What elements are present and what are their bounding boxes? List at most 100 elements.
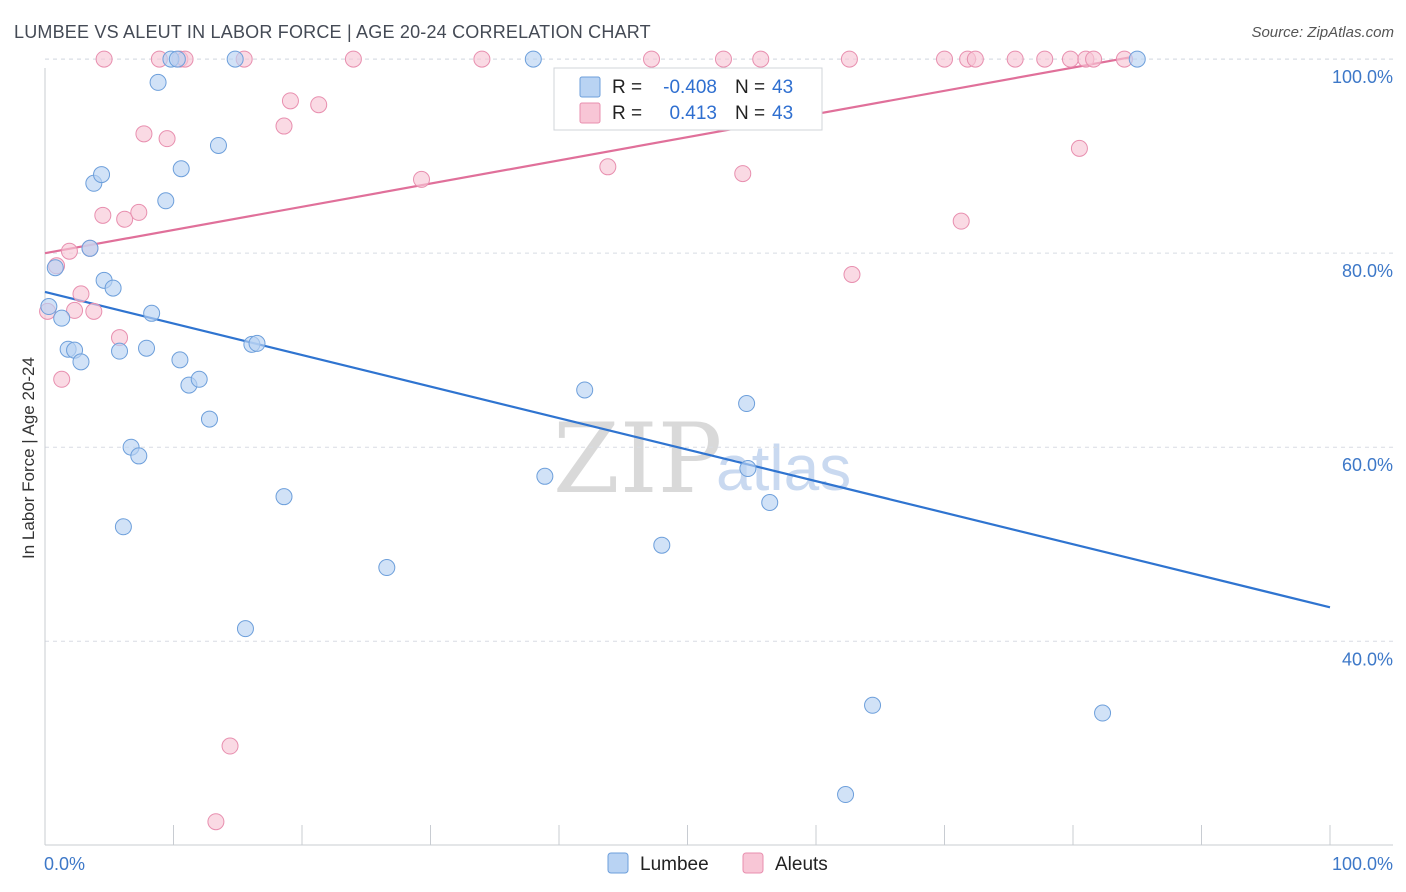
point-aleuts	[275, 117, 293, 135]
point-aleuts	[72, 285, 90, 303]
point-aleuts	[473, 50, 491, 68]
series-legend-label-aleuts: Aleuts	[775, 854, 828, 875]
point-lumbee	[200, 410, 218, 428]
point-lumbee	[104, 279, 122, 297]
point-aleuts	[221, 737, 239, 755]
series-legend-label-lumbee: Lumbee	[640, 854, 709, 875]
point-lumbee	[761, 494, 779, 512]
legend-n-value-aleuts: 43	[772, 103, 793, 124]
point-lumbee	[172, 160, 190, 178]
axes	[44, 68, 1393, 846]
point-lumbee	[1128, 50, 1146, 68]
y-tick-label: 80.0%	[1342, 261, 1393, 281]
x-tick-label-max: 100.0%	[1332, 854, 1393, 874]
point-lumbee	[275, 488, 293, 506]
point-aleuts	[966, 50, 984, 68]
point-lumbee	[114, 518, 132, 536]
y-tick-labels: 40.0% 60.0% 80.0% 100.0%	[1332, 67, 1393, 669]
point-aleuts	[1085, 50, 1103, 68]
point-aleuts	[53, 370, 71, 388]
watermark-atlas: atlas	[716, 432, 851, 504]
point-aleuts	[840, 50, 858, 68]
legend-swatch-lumbee	[579, 76, 601, 98]
watermark-zip: ZIP	[553, 403, 722, 515]
point-aleuts	[734, 165, 752, 183]
point-aleuts	[1070, 139, 1088, 157]
legend-r-value-aleuts: 0.413	[669, 103, 717, 124]
trend-lines	[44, 56, 1331, 609]
point-aleuts	[752, 50, 770, 68]
point-aleuts	[130, 203, 148, 221]
point-lumbee	[40, 298, 58, 316]
point-lumbee	[72, 353, 90, 371]
chart-title: LUMBEE VS ALEUT IN LABOR FORCE | AGE 20-…	[14, 22, 651, 42]
trend-line-lumbee	[44, 290, 1331, 609]
point-lumbee	[864, 696, 882, 714]
y-axis-title: In Labor Force | Age 20-24	[19, 357, 38, 559]
point-aleuts	[207, 813, 225, 831]
chart-source: Source: ZipAtlas.com	[1251, 24, 1394, 41]
point-lumbee	[143, 304, 161, 322]
point-aleuts	[714, 50, 732, 68]
point-aleuts	[94, 206, 112, 224]
point-aleuts	[1036, 50, 1054, 68]
point-aleuts	[413, 170, 431, 188]
point-lumbee	[209, 136, 227, 154]
legend-n-value-lumbee: 43	[772, 77, 793, 98]
point-lumbee	[576, 381, 594, 399]
point-aleuts	[95, 50, 113, 68]
lumbee-points	[40, 50, 1146, 804]
point-lumbee	[130, 447, 148, 465]
legend-n-label-aleuts: N =	[735, 103, 765, 124]
point-lumbee	[1094, 704, 1112, 722]
y-tick-label: 100.0%	[1332, 67, 1393, 87]
point-lumbee	[190, 370, 208, 388]
point-lumbee	[46, 259, 64, 277]
legend-r-value-lumbee: -0.408	[663, 77, 717, 98]
y-tick-label: 40.0%	[1342, 649, 1393, 669]
point-lumbee	[171, 351, 189, 369]
trend-line-aleuts	[44, 56, 1132, 255]
point-lumbee	[93, 166, 111, 184]
point-lumbee	[524, 50, 542, 68]
series-legend: Lumbee Aleuts	[607, 852, 828, 875]
point-aleuts	[158, 130, 176, 148]
legend-r-label-aleuts: R =	[612, 103, 642, 124]
point-aleuts	[843, 266, 861, 283]
point-aleuts	[135, 125, 153, 143]
point-aleuts	[310, 96, 328, 114]
point-lumbee	[248, 334, 266, 352]
point-aleuts	[952, 212, 970, 230]
point-lumbee	[111, 342, 129, 360]
correlation-legend: R = -0.408 N = 43 R = 0.413 N = 43	[553, 67, 823, 131]
x-tick-label-min: 0.0%	[44, 854, 85, 874]
point-lumbee	[157, 192, 175, 210]
point-aleuts	[1006, 50, 1024, 68]
point-lumbee	[378, 559, 396, 577]
point-lumbee	[168, 50, 186, 68]
series-legend-swatch-lumbee	[607, 852, 629, 874]
y-tick-label: 60.0%	[1342, 455, 1393, 475]
point-aleuts	[936, 50, 953, 68]
point-lumbee	[837, 786, 855, 804]
point-lumbee	[149, 73, 167, 91]
legend-r-label-lumbee: R =	[612, 77, 642, 98]
series-legend-swatch-aleuts	[742, 852, 764, 874]
point-lumbee	[53, 309, 71, 327]
point-aleuts	[344, 50, 362, 68]
watermark: ZIP atlas	[553, 403, 851, 515]
point-lumbee	[739, 460, 757, 478]
point-aleuts	[643, 50, 661, 68]
point-aleuts	[116, 210, 134, 228]
point-aleuts	[1061, 50, 1079, 68]
point-aleuts	[85, 302, 103, 320]
point-lumbee	[138, 339, 156, 357]
point-lumbee	[81, 239, 99, 257]
point-aleuts	[66, 301, 84, 319]
point-aleuts	[599, 158, 617, 176]
point-lumbee	[236, 620, 254, 638]
point-lumbee	[738, 395, 756, 413]
point-aleuts	[281, 92, 299, 110]
legend-n-label-lumbee: N =	[735, 77, 765, 98]
